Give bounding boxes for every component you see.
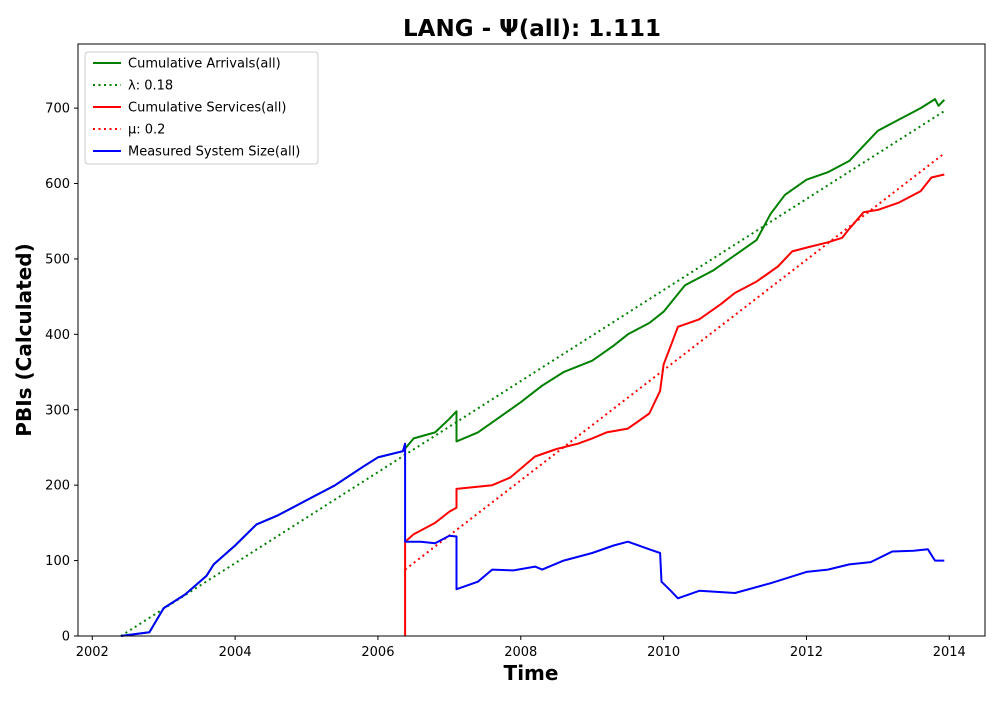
y-tick-label: 300	[45, 403, 70, 418]
series-group	[120, 98, 946, 637]
series-line-measured-system-size-all	[120, 442, 945, 637]
y-tick-label: 200	[45, 479, 70, 494]
legend-box	[84, 51, 319, 165]
x-axis: 2002 2004 2006 2008 2010 2012 2014	[76, 636, 966, 660]
y-tick-label: 100	[45, 554, 70, 569]
x-tick-label: 2008	[504, 645, 537, 660]
chart-title: LANG - Ψ(all): 1.111	[403, 16, 661, 42]
y-tick-label: 500	[45, 252, 70, 267]
series-line-cumulative-services-all	[404, 173, 945, 636]
y-tick-label: 600	[45, 177, 70, 192]
series-line-0-18	[120, 110, 945, 637]
x-tick-label: 2010	[647, 645, 680, 660]
x-axis-title: Time	[504, 661, 559, 685]
legend-label: Cumulative Arrivals(all)	[128, 57, 281, 72]
x-tick-label: 2006	[361, 645, 394, 660]
x-tick-label: 2014	[933, 645, 966, 660]
legend-label: Cumulative Services(all)	[128, 101, 286, 116]
legend-label: λ: 0.18	[128, 79, 173, 94]
legend: Cumulative Arrivals(all) λ: 0.18 Cumulativ…	[84, 51, 319, 165]
plot-frame	[77, 43, 986, 637]
legend-label: μ: 0.2	[128, 123, 165, 138]
series-line-cumulative-arrivals-all	[120, 98, 946, 637]
x-tick-label: 2002	[76, 645, 109, 660]
legend-label: Measured System Size(all)	[128, 145, 300, 160]
y-tick-label: 400	[45, 328, 70, 343]
series-line-0-2	[404, 152, 945, 571]
y-tick-label: 700	[45, 102, 70, 117]
y-axis: 0 100 200 300 400 500 600 700	[45, 102, 78, 645]
x-tick-label: 2012	[790, 645, 823, 660]
x-tick-label: 2004	[219, 645, 252, 660]
y-tick-label: 0	[62, 630, 70, 645]
y-axis-title: PBIs (Calculated)	[12, 243, 36, 436]
